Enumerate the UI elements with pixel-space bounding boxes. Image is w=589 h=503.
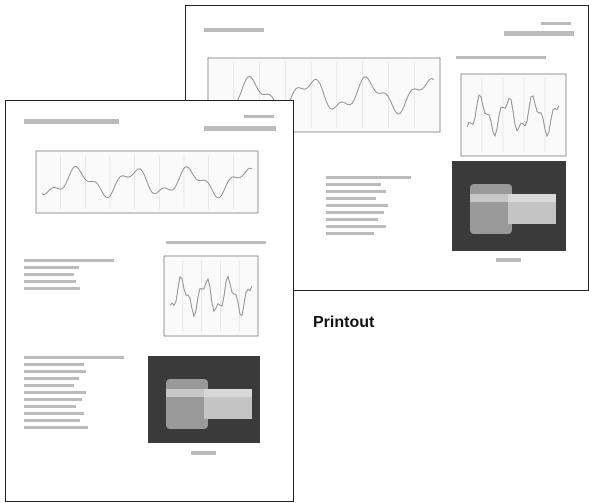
text-block bbox=[24, 356, 124, 429]
chart-text bbox=[456, 56, 546, 59]
part-photo bbox=[148, 356, 260, 443]
header-text bbox=[244, 115, 274, 118]
chart-plot bbox=[466, 78, 560, 152]
photo-caption bbox=[496, 258, 521, 262]
header-text bbox=[204, 28, 264, 32]
trace bbox=[41, 165, 253, 199]
header-text bbox=[24, 119, 119, 124]
text-block bbox=[24, 259, 114, 290]
trace bbox=[466, 94, 560, 138]
caption: Printout bbox=[313, 314, 375, 331]
header-text bbox=[541, 22, 571, 25]
header-text bbox=[504, 31, 574, 36]
text-block bbox=[326, 176, 411, 235]
chart-plot bbox=[41, 155, 253, 209]
chart-text bbox=[166, 241, 266, 244]
trace bbox=[169, 274, 253, 318]
trace bbox=[213, 76, 435, 115]
part-photo bbox=[452, 161, 566, 251]
photo-caption bbox=[191, 451, 216, 455]
header-text bbox=[204, 126, 276, 131]
chart-plot bbox=[169, 260, 253, 332]
front-page bbox=[5, 100, 294, 502]
front-page-content bbox=[24, 115, 276, 455]
